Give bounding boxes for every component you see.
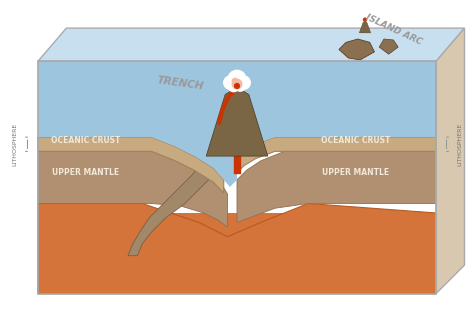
Circle shape	[364, 18, 366, 21]
Polygon shape	[38, 137, 224, 193]
Polygon shape	[38, 28, 465, 61]
Circle shape	[237, 76, 250, 89]
Circle shape	[228, 80, 239, 92]
Polygon shape	[237, 137, 436, 173]
Circle shape	[235, 81, 246, 91]
Text: OCEANIC CRUST: OCEANIC CRUST	[321, 136, 390, 145]
Text: OCEANIC CRUST: OCEANIC CRUST	[51, 136, 120, 145]
Circle shape	[232, 78, 238, 84]
Text: TRENCH: TRENCH	[156, 75, 204, 92]
Circle shape	[224, 76, 237, 89]
Polygon shape	[436, 28, 465, 294]
Polygon shape	[359, 20, 371, 33]
Circle shape	[362, 13, 369, 20]
Polygon shape	[38, 61, 436, 187]
Circle shape	[365, 16, 370, 21]
Polygon shape	[38, 204, 436, 294]
Polygon shape	[237, 151, 436, 222]
Text: UPPER MANTLE: UPPER MANTLE	[52, 168, 119, 177]
Polygon shape	[339, 39, 374, 60]
Circle shape	[235, 84, 239, 88]
Polygon shape	[128, 142, 225, 256]
Text: UPPER MANTLE: UPPER MANTLE	[322, 168, 389, 177]
Text: LITHOSPHERE: LITHOSPHERE	[457, 123, 462, 166]
Polygon shape	[206, 88, 268, 156]
Polygon shape	[379, 39, 398, 54]
Text: LITHOSPHERE: LITHOSPHERE	[12, 123, 17, 166]
Text: ISLAND ARC: ISLAND ARC	[364, 13, 423, 47]
Polygon shape	[38, 213, 436, 294]
Circle shape	[232, 79, 242, 89]
Polygon shape	[38, 151, 228, 227]
Circle shape	[360, 16, 365, 21]
Circle shape	[228, 70, 246, 88]
